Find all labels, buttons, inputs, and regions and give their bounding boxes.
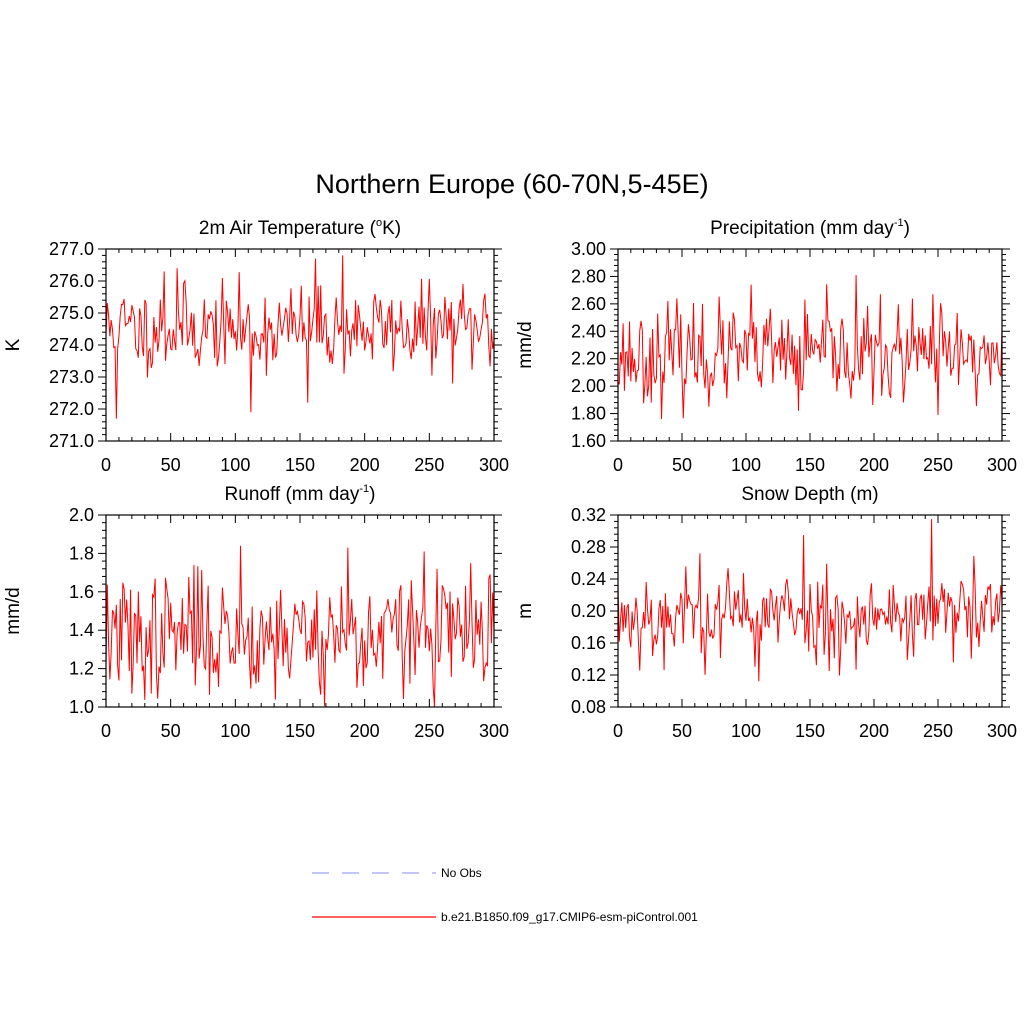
x-tick-label: 250 xyxy=(923,455,953,475)
y-tick-label: 2.60 xyxy=(571,294,606,314)
legend-model-label: b.e21.B1850.f09_g17.CMIP6-esm-piControl.… xyxy=(441,910,698,924)
panel-title-runoff: Runoff (mm day-1) xyxy=(225,483,376,505)
series-line xyxy=(617,275,1003,419)
series-line xyxy=(105,255,495,419)
y-tick-label: 274.0 xyxy=(49,335,94,355)
y-tick-label: 271.0 xyxy=(49,431,94,451)
y-tick-label: 0.28 xyxy=(571,537,606,557)
y-tick-label: 1.60 xyxy=(571,431,606,451)
x-tick-label: 200 xyxy=(859,455,889,475)
x-tick-label: 150 xyxy=(285,455,315,475)
series-line xyxy=(617,518,1003,682)
y-tick-label: 2.80 xyxy=(571,266,606,286)
x-tick-label: 200 xyxy=(350,455,380,475)
y-tick-label: 276.0 xyxy=(49,271,94,291)
y-axis-label: m xyxy=(515,603,536,619)
x-tick-label: 150 xyxy=(285,721,315,741)
y-tick-label: 275.0 xyxy=(49,303,94,323)
x-tick-label: 100 xyxy=(220,721,250,741)
y-tick-label: 0.16 xyxy=(571,633,606,653)
y-tick-label: 272.0 xyxy=(49,399,94,419)
panel-title-snow-depth: Snow Depth (m) xyxy=(741,484,878,505)
y-tick-label: 3.00 xyxy=(571,239,606,259)
y-tick-label: 0.08 xyxy=(571,697,606,717)
y-axis-label: K xyxy=(3,338,24,351)
figure-title: Northern Europe (60-70N,5-45E) xyxy=(315,169,708,199)
x-tick-label: 250 xyxy=(414,721,444,741)
x-tick-label: 100 xyxy=(731,721,761,741)
x-tick-label: 0 xyxy=(613,721,623,741)
panel-title-air-temperature: 2m Air Temperature (oK) xyxy=(199,217,401,239)
x-tick-label: 250 xyxy=(414,455,444,475)
legend: No Obs b.e21.B1850.f09_g17.CMIP6-esm-piC… xyxy=(312,866,698,924)
x-tick-label: 0 xyxy=(101,455,111,475)
y-tick-label: 1.0 xyxy=(69,697,94,717)
x-tick-label: 0 xyxy=(101,721,111,741)
x-tick-label: 300 xyxy=(987,455,1017,475)
plot-frame xyxy=(617,248,1003,442)
y-tick-label: 273.0 xyxy=(49,367,94,387)
x-tick-label: 250 xyxy=(923,721,953,741)
x-tick-label: 50 xyxy=(672,721,692,741)
y-tick-label: 2.00 xyxy=(571,376,606,396)
x-tick-label: 200 xyxy=(350,721,380,741)
y-tick-label: 2.0 xyxy=(69,505,94,525)
panel-precipitation: Precipitation (mm day-1) mm/d 0 50 100 150 200… xyxy=(515,217,1017,475)
y-axis-label: mm/d xyxy=(3,587,24,635)
x-tick-label: 100 xyxy=(220,455,250,475)
y-tick-label: 0.12 xyxy=(571,665,606,685)
y-tick-label: 1.8 xyxy=(69,543,94,563)
x-tick-label: 200 xyxy=(859,721,889,741)
series-line xyxy=(105,545,495,708)
y-tick-label: 2.40 xyxy=(571,321,606,341)
y-tick-label: 1.6 xyxy=(69,582,94,602)
panel-air-temperature: 2m Air Temperature (oK) K 0 50 100 150 200 250 3… xyxy=(3,217,509,475)
x-tick-label: 300 xyxy=(987,721,1017,741)
y-tick-label: 2.20 xyxy=(571,349,606,369)
y-tick-label: 0.24 xyxy=(571,569,606,589)
x-tick-label: 300 xyxy=(479,721,509,741)
panel-title-precipitation: Precipitation (mm day-1) xyxy=(710,217,910,239)
y-tick-label: 1.80 xyxy=(571,404,606,424)
x-tick-label: 0 xyxy=(613,455,623,475)
x-tick-label: 50 xyxy=(161,721,181,741)
x-tick-label: 50 xyxy=(672,455,692,475)
y-axis-label: mm/d xyxy=(515,321,536,369)
panel-snow-depth: Snow Depth (m) m 0 50 100 150 200 250 300 0.08 0.1… xyxy=(515,484,1017,741)
y-tick-label: 1.2 xyxy=(69,659,94,679)
x-tick-label: 300 xyxy=(479,455,509,475)
x-tick-label: 150 xyxy=(795,455,825,475)
legend-obs-label: No Obs xyxy=(441,866,482,880)
y-tick-label: 0.20 xyxy=(571,601,606,621)
x-tick-label: 150 xyxy=(795,721,825,741)
y-tick-label: 1.4 xyxy=(69,620,94,640)
panel-runoff: Runoff (mm day-1) mm/d 0 50 100 150 200 250 300 1… xyxy=(3,483,509,741)
y-tick-label: 0.32 xyxy=(571,505,606,525)
x-tick-label: 50 xyxy=(161,455,181,475)
y-tick-label: 277.0 xyxy=(49,239,94,259)
x-tick-label: 100 xyxy=(731,455,761,475)
plot-frame xyxy=(617,514,1003,708)
